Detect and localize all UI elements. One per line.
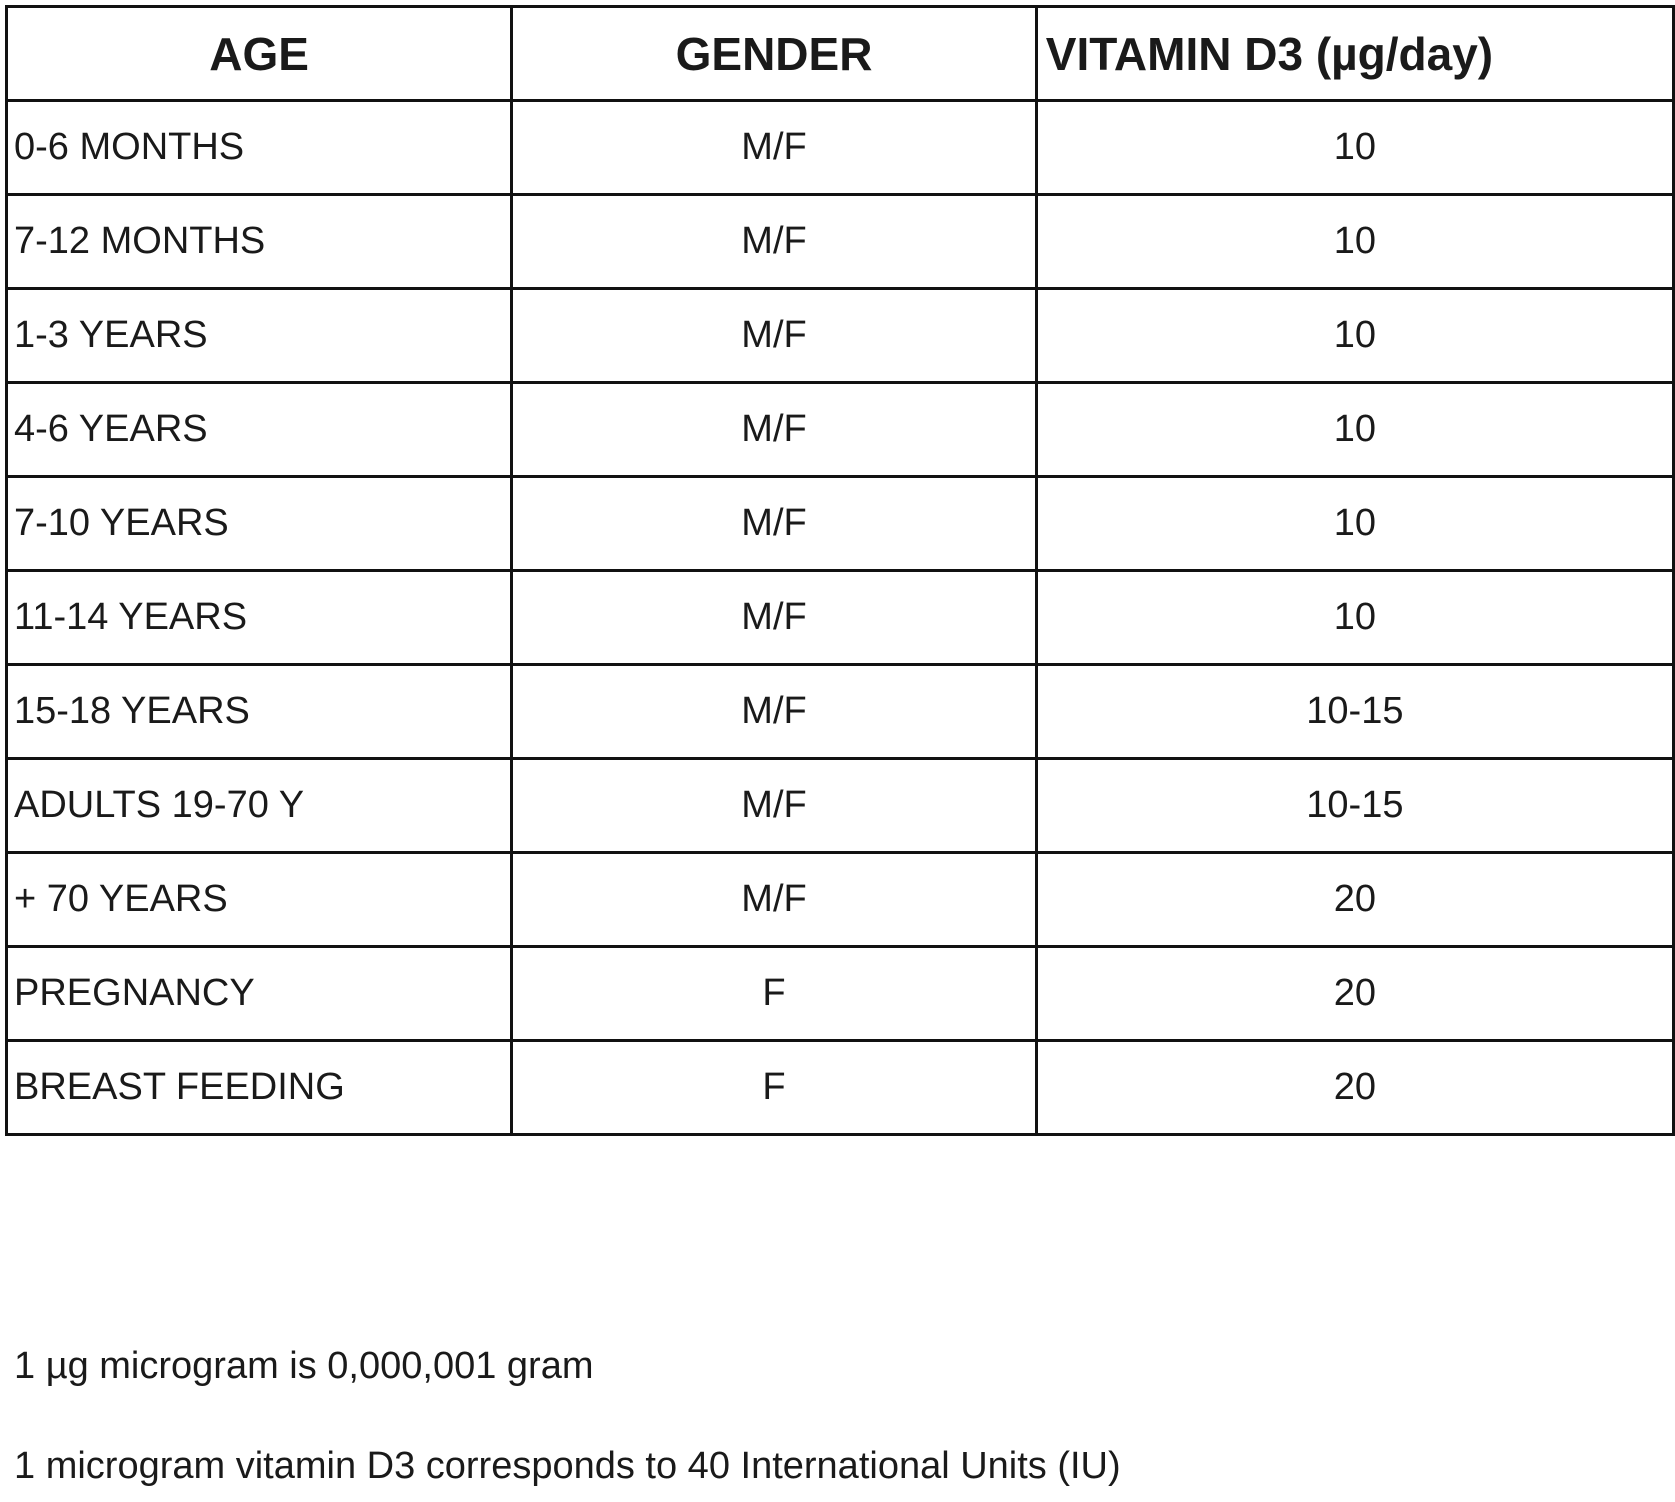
table-row: 11-14 YEARS M/F 10 (4, 569, 1675, 666)
cell-vitamin: 10 (1034, 287, 1675, 384)
table-row: 7-10 YEARS M/F 10 (4, 475, 1675, 572)
header-age: AGE (4, 5, 514, 102)
cell-age: 4-6 YEARS (4, 381, 514, 478)
cell-vitamin: 10 (1034, 569, 1675, 666)
vitamin-d3-table-container: AGE GENDER VITAMIN D3 (µg/day) 0-6 MONTH… (4, 5, 1675, 1136)
cell-age: 7-10 YEARS (4, 475, 514, 572)
cell-gender: F (510, 945, 1038, 1042)
cell-gender: M/F (510, 757, 1038, 854)
cell-vitamin: 10-15 (1034, 757, 1675, 854)
cell-age: 15-18 YEARS (4, 663, 514, 760)
table-row: 7-12 MONTHS M/F 10 (4, 193, 1675, 290)
cell-vitamin: 10 (1034, 381, 1675, 478)
cell-vitamin: 10 (1034, 99, 1675, 196)
cell-vitamin: 10-15 (1034, 663, 1675, 760)
table-row: PREGNANCY F 20 (4, 945, 1675, 1042)
cell-gender: M/F (510, 193, 1038, 290)
table-row: 4-6 YEARS M/F 10 (4, 381, 1675, 478)
table-row: 1-3 YEARS M/F 10 (4, 287, 1675, 384)
cell-vitamin: 10 (1034, 475, 1675, 572)
table-header-row: AGE GENDER VITAMIN D3 (µg/day) (4, 5, 1675, 102)
cell-vitamin: 20 (1034, 945, 1675, 1042)
cell-age: 0-6 MONTHS (4, 99, 514, 196)
cell-age: 11-14 YEARS (4, 569, 514, 666)
cell-age: ADULTS 19-70 Y (4, 757, 514, 854)
cell-age: + 70 YEARS (4, 851, 514, 948)
cell-age: 7-12 MONTHS (4, 193, 514, 290)
table-row: + 70 YEARS M/F 20 (4, 851, 1675, 948)
cell-gender: M/F (510, 569, 1038, 666)
note-iu-conversion: 1 microgram vitamin D3 corresponds to 40… (14, 1445, 1121, 1487)
table-row: BREAST FEEDING F 20 (4, 1039, 1675, 1136)
cell-gender: M/F (510, 851, 1038, 948)
cell-age: 1-3 YEARS (4, 287, 514, 384)
cell-age: PREGNANCY (4, 945, 514, 1042)
vitamin-d3-table: AGE GENDER VITAMIN D3 (µg/day) 0-6 MONTH… (4, 5, 1675, 1136)
table-row: 0-6 MONTHS M/F 10 (4, 99, 1675, 196)
cell-gender: M/F (510, 99, 1038, 196)
cell-vitamin: 20 (1034, 851, 1675, 948)
header-vitamin-d3: VITAMIN D3 (µg/day) (1034, 5, 1675, 102)
cell-age: BREAST FEEDING (4, 1039, 514, 1136)
cell-gender: F (510, 1039, 1038, 1136)
note-microgram-definition: 1 µg microgram is 0,000,001 gram (14, 1345, 594, 1387)
table-row: ADULTS 19-70 Y M/F 10-15 (4, 757, 1675, 854)
cell-vitamin: 10 (1034, 193, 1675, 290)
cell-vitamin: 20 (1034, 1039, 1675, 1136)
header-gender: GENDER (510, 5, 1038, 102)
table-row: 15-18 YEARS M/F 10-15 (4, 663, 1675, 760)
cell-gender: M/F (510, 663, 1038, 760)
cell-gender: M/F (510, 475, 1038, 572)
cell-gender: M/F (510, 381, 1038, 478)
cell-gender: M/F (510, 287, 1038, 384)
